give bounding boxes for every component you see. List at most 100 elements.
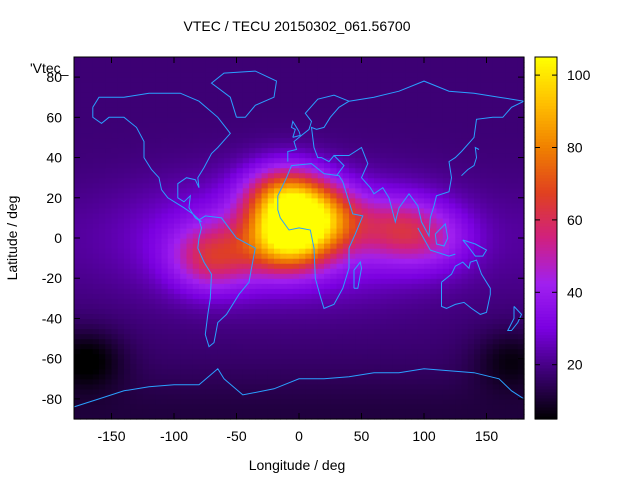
heatmap-cell [142,122,150,128]
heatmap-cell [199,207,206,214]
heatmap-cell [255,308,263,315]
heatmap-cell [267,268,275,274]
heatmap-cell [124,92,131,98]
heatmap-cell [317,212,325,219]
heatmap-cell [386,348,394,355]
heatmap-cell [311,253,319,259]
heatmap-cell [130,318,138,325]
heatmap-cell [386,243,394,249]
heatmap-cell [174,227,181,234]
heatmap-cell [424,238,431,244]
heatmap-cell [430,398,438,405]
heatmap-cell [349,248,356,254]
heatmap-cell [417,142,425,149]
heatmap-cell [224,212,231,219]
heatmap-cell [249,413,256,420]
heatmap-cell [130,403,138,410]
heatmap-cell [236,102,244,108]
heatmap-cell [474,293,481,299]
heatmap-cell [211,373,219,380]
heatmap-cell [417,92,425,98]
heatmap-cell [117,338,125,345]
heatmap-cell [411,313,419,320]
heatmap-cell [342,408,350,415]
heatmap-cell [486,323,494,330]
heatmap-cell [336,212,344,219]
heatmap-cell [430,157,438,164]
heatmap-cell [436,117,444,123]
heatmap-cell [286,122,294,128]
heatmap-cell [417,253,425,259]
heatmap-cell [155,227,163,234]
heatmap-cell [280,137,288,144]
heatmap-cell [117,152,125,159]
heatmap-cell [267,263,275,269]
heatmap-cell [111,187,119,194]
heatmap-cell [486,403,494,410]
heatmap-cell [167,243,175,249]
heatmap-cell [161,363,169,370]
heatmap-cell [230,263,238,269]
heatmap-cell [130,167,138,174]
heatmap-cell [436,162,444,169]
heatmap-cell [492,147,500,154]
heatmap-cell [392,72,400,78]
heatmap-cell [136,207,144,214]
heatmap-cell [336,313,344,320]
heatmap-cell [299,147,306,154]
heatmap-cell [305,393,313,400]
heatmap-cell [342,283,350,289]
heatmap-cell [105,87,113,93]
heatmap-cell [155,253,163,259]
heatmap-cell [380,77,388,83]
heatmap-cell [486,333,494,340]
heatmap-cell [130,393,138,400]
heatmap-cell [205,388,213,395]
heatmap-cell [461,273,469,279]
heatmap-cell [467,82,475,88]
heatmap-cell [161,132,169,139]
heatmap-cell [474,122,481,128]
heatmap-cell [505,192,513,199]
heatmap-cell [374,82,381,88]
heatmap-cell [386,288,394,294]
heatmap-cell [361,403,369,410]
heatmap-cell [480,227,488,234]
heatmap-cell [161,338,169,345]
heatmap-cell [330,413,338,420]
heatmap-cell [399,212,406,219]
heatmap-cell [317,323,325,330]
heatmap-cell [217,313,225,320]
heatmap-cell [130,373,138,380]
heatmap-cell [286,368,294,375]
heatmap-cell [311,288,319,294]
heatmap-cell [192,328,200,335]
heatmap-cell [111,112,119,118]
heatmap-cell [217,253,225,259]
heatmap-cell [436,147,444,154]
heatmap-cell [374,87,381,93]
heatmap-cell [267,403,275,410]
heatmap-cell [424,72,431,78]
heatmap-cell [330,268,338,274]
heatmap-cell [449,243,456,249]
heatmap-cell [255,187,263,194]
heatmap-cell [267,222,275,229]
heatmap-cell [224,313,231,320]
heatmap-cell [174,353,181,360]
heatmap-cell [267,308,275,315]
heatmap-cell [167,207,175,214]
heatmap-cell [105,398,113,405]
heatmap-cell [155,167,163,174]
heatmap-cell [324,273,331,279]
heatmap-cell [449,248,456,254]
heatmap-cell [192,378,200,385]
heatmap-cell [142,227,150,234]
heatmap-cell [292,197,300,204]
heatmap-cell [474,212,481,219]
heatmap-cell [205,358,213,365]
heatmap-cell [161,278,169,284]
heatmap-cell [467,132,475,139]
heatmap-cell [249,137,256,144]
heatmap-cell [411,207,419,214]
